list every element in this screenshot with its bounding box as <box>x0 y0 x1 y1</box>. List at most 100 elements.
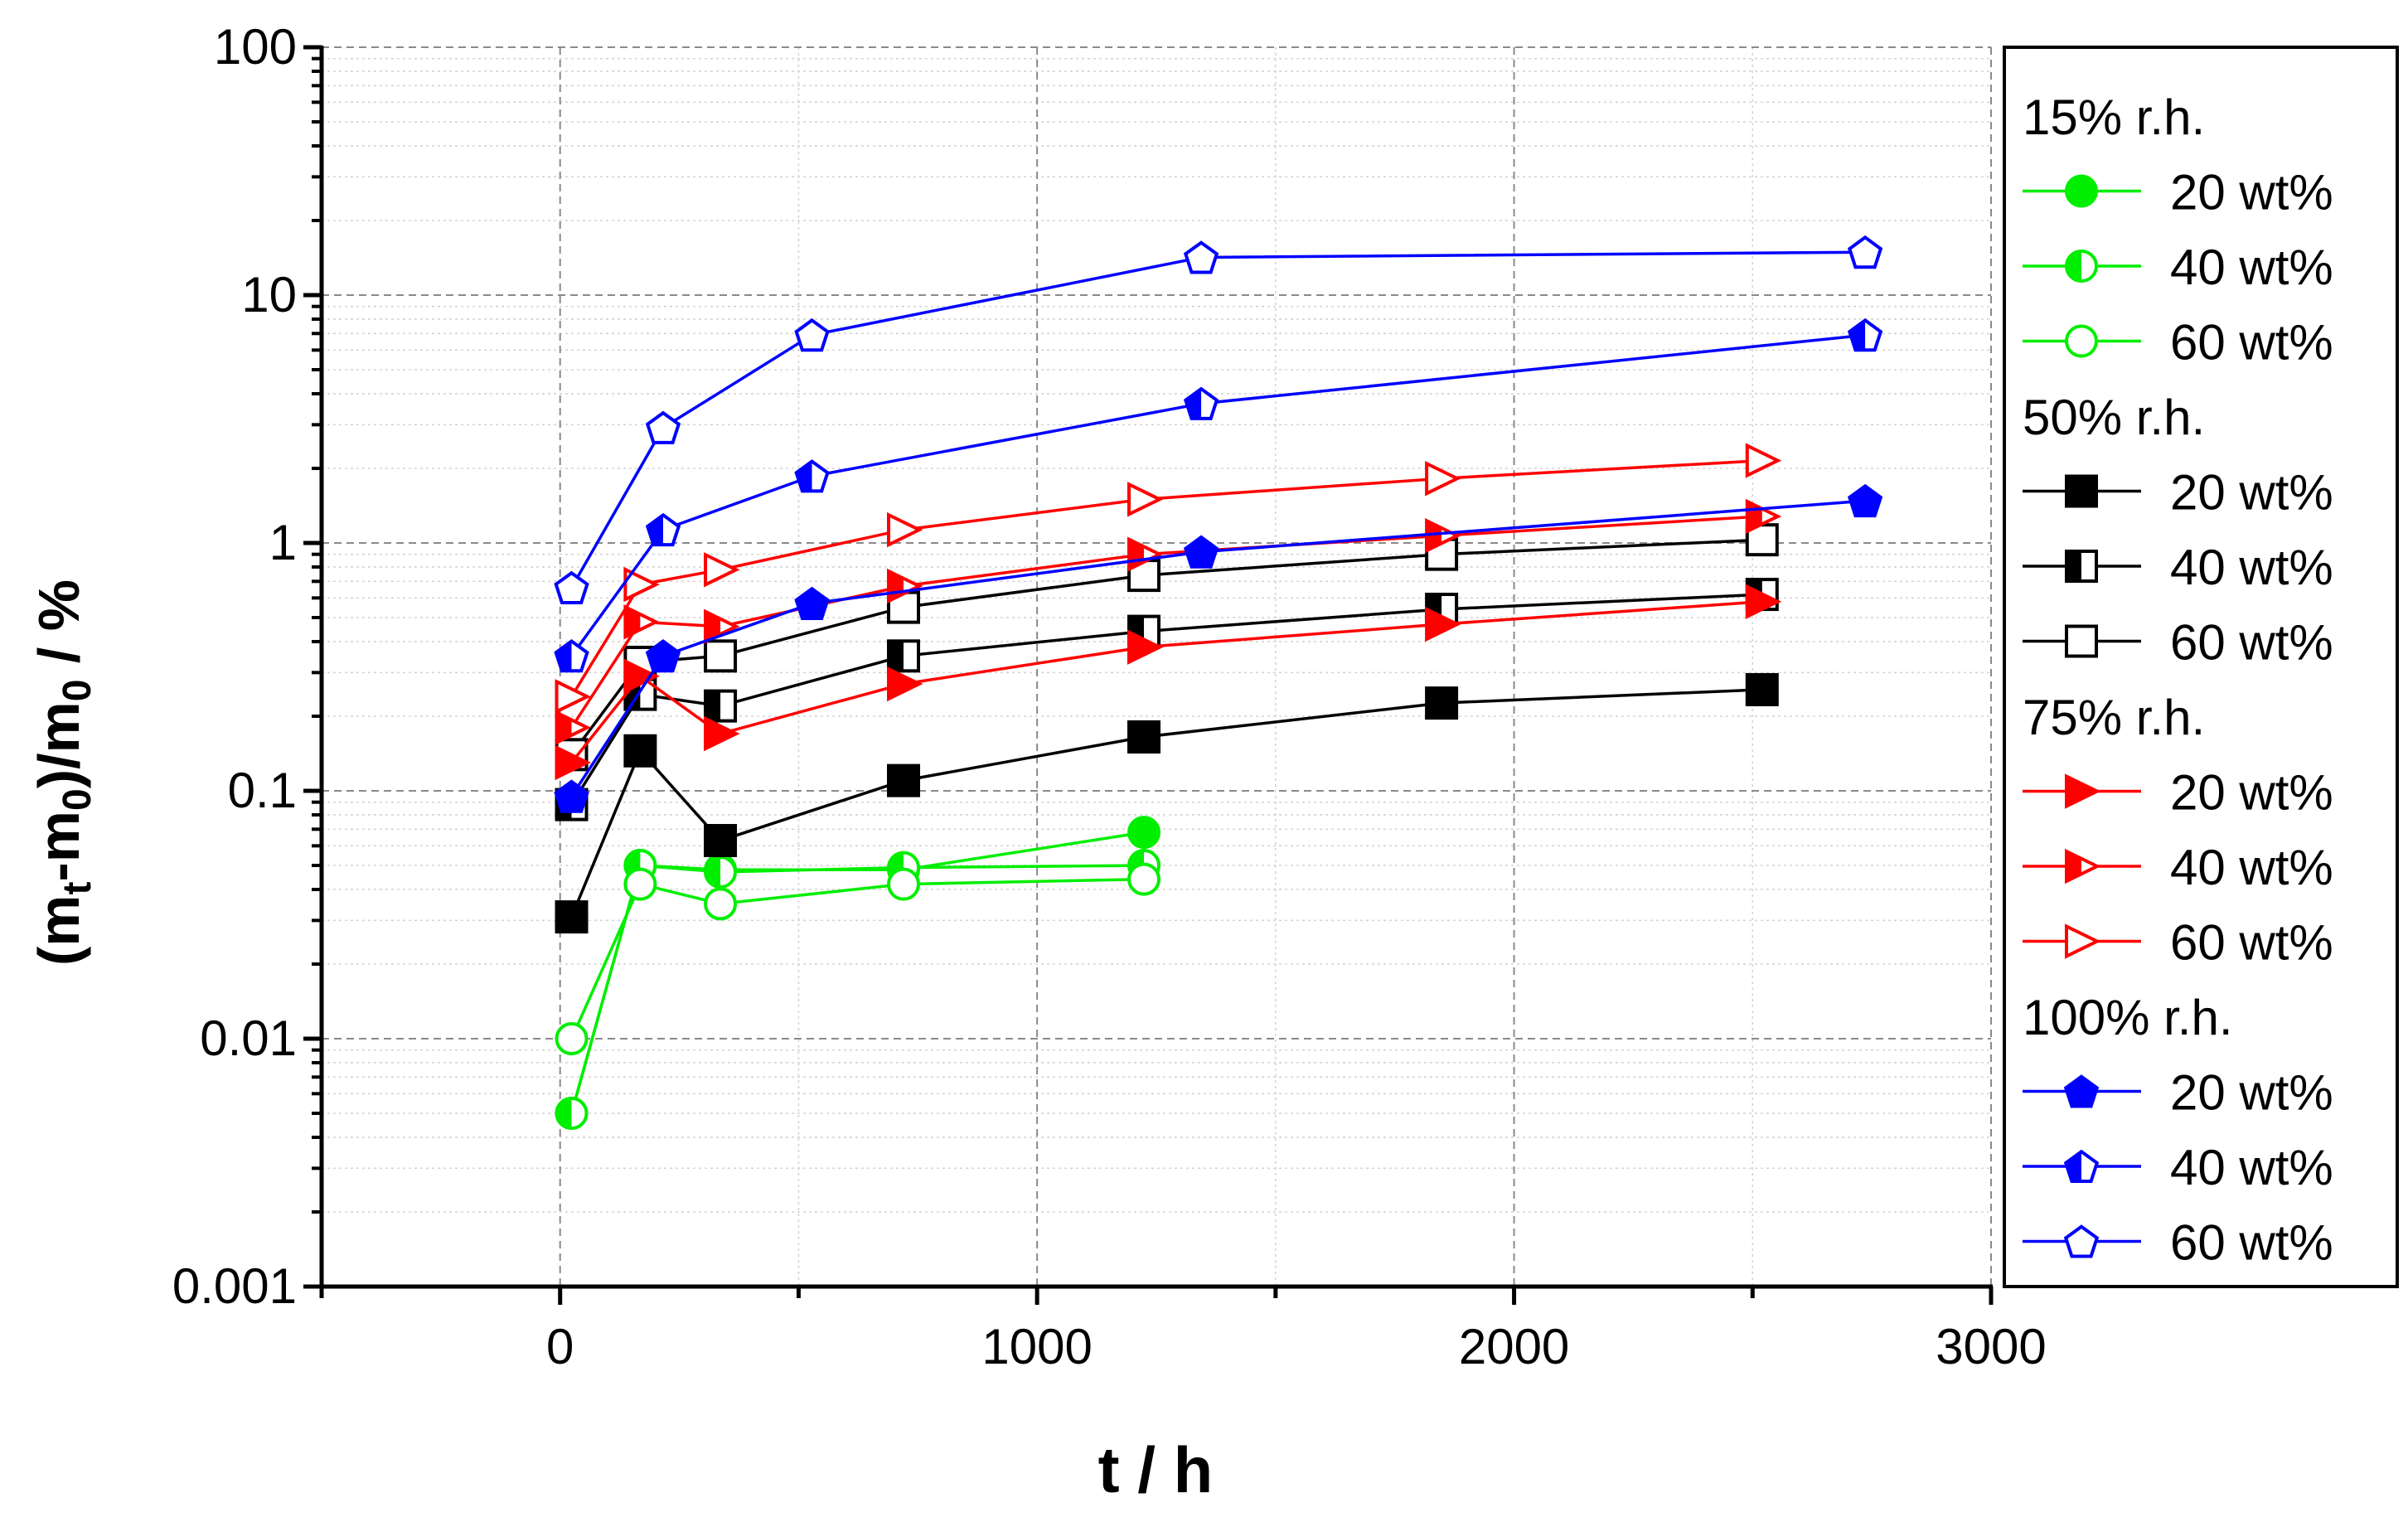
data-point <box>1127 629 1164 665</box>
data-point <box>623 867 657 901</box>
data-point <box>1847 235 1883 269</box>
data-point <box>704 689 738 723</box>
data-point <box>1745 584 1782 619</box>
data-point <box>555 1097 589 1131</box>
data-point <box>704 639 738 673</box>
legend-entry: 40 wt% <box>2023 1140 2333 1195</box>
data-point <box>887 763 921 797</box>
data-point <box>623 734 657 768</box>
legend-label: 60 wt% <box>2170 315 2333 371</box>
data-point <box>554 639 589 673</box>
data-point <box>704 552 740 588</box>
legend-box <box>2003 46 2399 1288</box>
data-point <box>704 887 738 921</box>
legend-entry: 40 wt% <box>2023 240 2333 295</box>
data-point <box>1127 862 1161 896</box>
legend-group-label: 15% r.h. <box>2023 90 2205 145</box>
legend-marker <box>2065 174 2098 208</box>
data-point <box>704 608 740 645</box>
y-axis-label: (mt-m0)/m0 / % <box>27 579 99 966</box>
y-tick-label: 10 <box>241 267 297 322</box>
legend-label: 40 wt% <box>2170 540 2333 595</box>
legend-label: 20 wt% <box>2170 465 2333 521</box>
legend-marker <box>2065 250 2098 283</box>
x-tick-label: 3000 <box>1936 1319 2046 1374</box>
data-point <box>887 511 923 548</box>
data-point <box>554 570 589 604</box>
x-tick-label: 2000 <box>1459 1319 1569 1374</box>
data-point <box>555 744 591 781</box>
data-point <box>794 586 830 620</box>
data-point <box>887 639 921 673</box>
legend-group-label: 100% r.h. <box>2023 990 2233 1045</box>
legend-marker <box>2065 550 2098 583</box>
data-point <box>645 512 681 547</box>
legend-entry: 20 wt% <box>2023 765 2333 821</box>
legend-entry: 20 wt% <box>2023 165 2333 221</box>
data-point <box>704 715 740 752</box>
data-point <box>1425 461 1461 497</box>
legend-label: 60 wt% <box>2170 1215 2333 1271</box>
legend-entry: 60 wt% <box>2023 1215 2333 1271</box>
data-point <box>555 900 589 934</box>
data-point <box>1127 482 1164 517</box>
legend-group-label: 75% r.h. <box>2023 690 2205 745</box>
legend-marker <box>2065 923 2101 959</box>
series-100-r-h-20-wt- <box>554 483 1883 813</box>
series-15-r-h-60-wt- <box>555 862 1161 1055</box>
y-tick-label: 0.01 <box>200 1011 297 1066</box>
y-tick-label: 1 <box>269 515 297 570</box>
legend-entry: 60 wt% <box>2023 915 2333 971</box>
data-point <box>704 823 738 857</box>
data-point <box>645 639 681 673</box>
axis-labels: t / h (mt-m0)/m0 / % <box>27 579 1213 1506</box>
legend-entry: 20 wt% <box>2023 1065 2333 1121</box>
legend-label: 60 wt% <box>2170 615 2333 671</box>
data-point <box>887 867 921 901</box>
data-point <box>1183 535 1219 569</box>
legend-group-label: 50% r.h. <box>2023 390 2205 445</box>
plot-series <box>554 235 1883 1131</box>
series-75-r-h-20-wt- <box>555 584 1782 781</box>
y-tick-label: 0.1 <box>228 763 297 818</box>
legend-marker <box>2065 848 2101 885</box>
data-point <box>1425 518 1461 554</box>
data-point <box>555 710 591 745</box>
legend-marker <box>2063 1224 2100 1258</box>
data-point <box>1425 606 1461 642</box>
legend-entry: 60 wt% <box>2023 615 2333 671</box>
legend-entry: 20 wt% <box>2023 465 2333 521</box>
series-100-r-h-60-wt- <box>554 235 1883 604</box>
series-100-r-h-40-wt- <box>554 317 1883 673</box>
legend-entry: 40 wt% <box>2023 540 2333 595</box>
data-point <box>645 410 681 444</box>
y-tick-label: 100 <box>214 19 297 75</box>
legend-label: 20 wt% <box>2170 765 2333 821</box>
data-point <box>623 604 660 640</box>
data-point <box>794 459 830 493</box>
series-50-r-h-20-wt- <box>555 672 1779 934</box>
data-point <box>1127 720 1161 754</box>
legend-marker <box>2063 1074 2100 1108</box>
legend-marker <box>2065 324 2098 358</box>
legend-label: 60 wt% <box>2170 915 2333 971</box>
data-point <box>623 658 660 694</box>
data-point <box>1847 483 1883 518</box>
data-point <box>1745 672 1779 706</box>
y-tick-label: 0.001 <box>172 1258 297 1314</box>
legend-label: 40 wt% <box>2170 1140 2333 1195</box>
legend-label: 40 wt% <box>2170 840 2333 895</box>
legend-label: 20 wt% <box>2170 165 2333 221</box>
data-point <box>794 317 830 352</box>
data-point <box>887 666 923 702</box>
legend-marker <box>2065 474 2098 508</box>
legend: 15% r.h. 20 wt% 40 wt% 60 wt% 50% r.h. 20 wt%… <box>2003 46 2399 1288</box>
data-point <box>555 679 591 715</box>
legend-marker <box>2065 624 2098 658</box>
data-point <box>555 1022 589 1055</box>
data-point <box>1127 816 1161 850</box>
data-point <box>1745 443 1782 478</box>
legend-label: 40 wt% <box>2170 240 2333 295</box>
